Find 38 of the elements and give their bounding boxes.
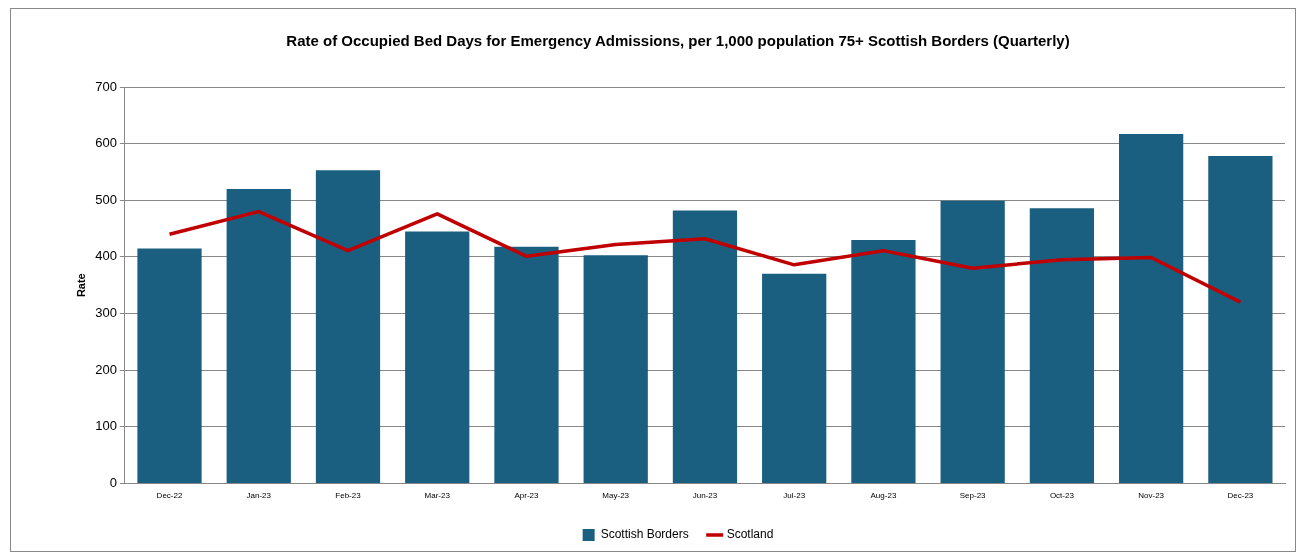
y-tick-label: 0: [109, 474, 117, 490]
bar: [137, 248, 202, 483]
x-tick-label: Oct-23: [1049, 491, 1075, 501]
bar: [672, 210, 738, 483]
y-tick-label: 700: [95, 78, 117, 94]
legend-label: Scottish Borders: [600, 527, 689, 542]
x-tick-label: May-23: [602, 491, 630, 501]
bar: [405, 231, 470, 483]
bar: [226, 188, 291, 483]
chart-title: Rate of Occupied Bed Days for Emergency Admissions, per 1,000 population 75+ Scottish Borders (Quarterly): [286, 32, 1070, 50]
x-tick-label: Aug-23: [870, 491, 897, 501]
bar: [1208, 156, 1273, 483]
x-tick-label: Jan-23: [246, 491, 272, 501]
x-tick-label: Nov-23: [1138, 491, 1165, 501]
bar: [315, 170, 381, 483]
x-tick-label: Apr-23: [514, 491, 540, 501]
bar: [762, 273, 827, 483]
bar: [940, 200, 1005, 483]
y-tick-label: 300: [95, 305, 117, 321]
y-tick-label: 600: [95, 135, 117, 151]
x-tick-label: Sep-23: [959, 491, 987, 501]
y-tick-label: 500: [95, 191, 117, 207]
x-tick-label: Dec-22: [156, 491, 183, 501]
x-tick-label: Dec-23: [1227, 491, 1254, 501]
bar: [1029, 208, 1095, 483]
bar: [1119, 134, 1184, 483]
bar: [494, 246, 559, 483]
y-tick-label: 100: [95, 418, 117, 434]
y-tick-label: 400: [95, 248, 117, 264]
bar: [851, 239, 916, 483]
bar: [583, 255, 648, 483]
x-tick-label: Mar-23: [424, 491, 451, 501]
x-tick-label: Feb-23: [335, 491, 362, 501]
x-tick-label: Jul-23: [783, 491, 806, 501]
legend-label: Scotland: [726, 527, 774, 542]
x-tick-label: Jun-23: [692, 491, 718, 501]
y-tick-label: 200: [95, 361, 117, 377]
y-axis-title: Rate: [74, 273, 87, 298]
